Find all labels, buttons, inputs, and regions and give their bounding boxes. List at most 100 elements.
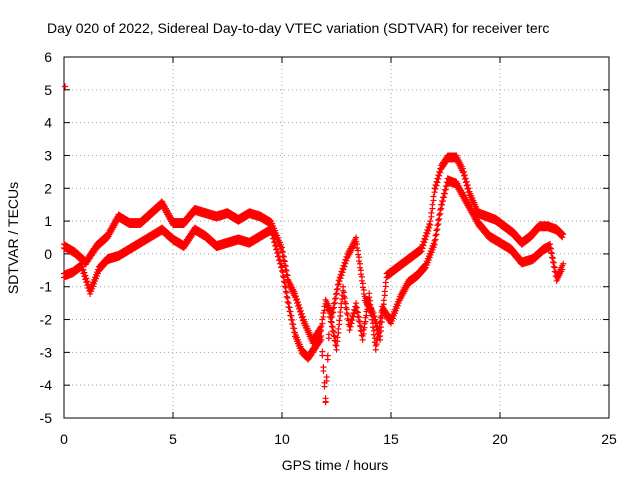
y-tick-label: 2 bbox=[44, 180, 52, 196]
data-point bbox=[440, 194, 447, 201]
data-point bbox=[325, 335, 332, 342]
data-point bbox=[435, 221, 442, 228]
data-point bbox=[337, 312, 344, 319]
data-point bbox=[335, 281, 342, 288]
data-point bbox=[279, 248, 285, 255]
data-point bbox=[439, 201, 446, 208]
y-tick-label: 1 bbox=[44, 213, 52, 229]
data-point bbox=[328, 323, 335, 330]
data-point bbox=[279, 273, 286, 280]
y-tick-label: 0 bbox=[44, 246, 52, 262]
x-axis: 0 5 10 15 20 25 bbox=[60, 57, 617, 447]
data-point bbox=[318, 336, 325, 343]
data-point bbox=[323, 377, 330, 384]
data-point bbox=[418, 248, 425, 255]
data-point bbox=[432, 236, 439, 243]
data-point bbox=[419, 245, 426, 252]
data-point bbox=[341, 263, 348, 270]
data-point bbox=[424, 230, 431, 237]
x-tick-label: 15 bbox=[383, 431, 399, 447]
data-point bbox=[318, 327, 325, 334]
y-tick-label: -5 bbox=[40, 410, 53, 426]
x-axis-label: GPS time / hours bbox=[282, 457, 389, 473]
data-point bbox=[429, 205, 436, 212]
data-point bbox=[330, 332, 337, 339]
data-point bbox=[382, 283, 389, 290]
data-point bbox=[438, 205, 445, 212]
data-point bbox=[442, 186, 449, 193]
data-point bbox=[321, 307, 328, 314]
data-point bbox=[549, 254, 556, 261]
data-point bbox=[327, 318, 334, 325]
data-point bbox=[431, 241, 438, 248]
data-point bbox=[550, 263, 557, 270]
y-axis-label: SDTVAR / TECUs bbox=[5, 182, 21, 294]
y-tick-label: -2 bbox=[40, 312, 53, 328]
data-point bbox=[433, 231, 440, 238]
data-point bbox=[354, 245, 361, 252]
data-point bbox=[339, 269, 346, 276]
data-point bbox=[376, 324, 383, 331]
y-tick-label: -3 bbox=[40, 344, 53, 360]
data-point bbox=[369, 316, 376, 323]
data-point bbox=[437, 169, 444, 176]
data-point bbox=[548, 249, 555, 256]
data-point bbox=[422, 236, 429, 243]
chart-title: Day 020 of 2022, Sidereal Day-to-day VTE… bbox=[47, 20, 549, 36]
data-point bbox=[326, 313, 333, 320]
data-point bbox=[321, 383, 328, 390]
data-point bbox=[279, 267, 285, 274]
data-point bbox=[332, 342, 339, 349]
data-point bbox=[356, 258, 363, 265]
data-point bbox=[320, 368, 327, 375]
y-tick-label: -4 bbox=[40, 377, 53, 393]
data-point bbox=[336, 278, 343, 285]
data-point bbox=[319, 352, 326, 359]
data-point bbox=[332, 295, 339, 302]
data-point bbox=[331, 299, 338, 306]
data-point bbox=[559, 234, 566, 241]
data-point bbox=[367, 301, 374, 308]
data-point bbox=[358, 277, 365, 284]
data-point bbox=[437, 210, 444, 217]
data-point bbox=[434, 179, 441, 186]
data-point bbox=[281, 283, 288, 290]
data-point bbox=[421, 265, 428, 272]
data-point bbox=[348, 320, 355, 327]
data-point bbox=[280, 278, 287, 285]
data-point bbox=[338, 272, 345, 279]
data-point bbox=[283, 271, 290, 278]
data-point bbox=[359, 284, 366, 291]
data-point bbox=[377, 318, 384, 325]
data-point bbox=[443, 183, 450, 190]
data-point bbox=[560, 260, 567, 267]
data-point bbox=[342, 260, 349, 267]
x-tick-label: 5 bbox=[169, 431, 177, 447]
data-point bbox=[426, 224, 433, 231]
data-point bbox=[363, 312, 370, 319]
data-point bbox=[357, 271, 364, 278]
data-point bbox=[324, 356, 331, 363]
data-point bbox=[340, 266, 347, 273]
data-point bbox=[322, 398, 329, 405]
data-point bbox=[425, 227, 432, 234]
data-point bbox=[381, 292, 388, 299]
y-tick-label: 6 bbox=[44, 49, 52, 65]
data-point bbox=[360, 290, 367, 297]
data-point bbox=[441, 190, 448, 197]
data-point bbox=[374, 335, 381, 342]
data-point bbox=[421, 239, 428, 246]
data-point bbox=[423, 233, 430, 240]
data-point bbox=[355, 318, 362, 325]
data-point bbox=[361, 324, 368, 331]
data-point bbox=[356, 264, 363, 271]
data-point bbox=[427, 222, 434, 229]
data-point bbox=[62, 83, 69, 90]
data-point bbox=[373, 341, 380, 348]
data-point bbox=[282, 288, 289, 295]
data-point bbox=[440, 198, 447, 205]
data-point bbox=[362, 318, 369, 325]
data-point bbox=[343, 257, 350, 264]
data-point bbox=[355, 251, 362, 258]
x-tick-label: 20 bbox=[492, 431, 508, 447]
